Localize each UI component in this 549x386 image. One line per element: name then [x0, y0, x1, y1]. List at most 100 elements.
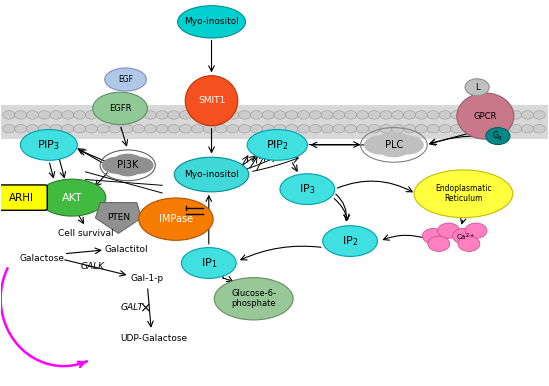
Text: AKT: AKT — [61, 193, 82, 203]
Ellipse shape — [457, 93, 514, 139]
Text: GALK: GALK — [81, 262, 105, 271]
Circle shape — [451, 125, 463, 133]
Circle shape — [474, 111, 486, 119]
Text: SMIT1: SMIT1 — [198, 96, 225, 105]
Circle shape — [74, 125, 86, 133]
Circle shape — [522, 111, 534, 119]
Circle shape — [392, 111, 404, 119]
Text: Galactose: Galactose — [19, 254, 64, 263]
Circle shape — [427, 111, 439, 119]
Circle shape — [26, 111, 38, 119]
Ellipse shape — [102, 157, 132, 174]
Circle shape — [427, 125, 439, 133]
Circle shape — [356, 125, 368, 133]
Text: G$_q$: G$_q$ — [492, 130, 503, 143]
Ellipse shape — [214, 278, 293, 320]
Ellipse shape — [20, 130, 77, 160]
Text: EGF: EGF — [118, 75, 133, 84]
Ellipse shape — [280, 174, 335, 205]
Ellipse shape — [388, 136, 412, 150]
Text: IP$_1$: IP$_1$ — [200, 256, 217, 270]
Circle shape — [50, 111, 62, 119]
Ellipse shape — [486, 128, 510, 144]
Circle shape — [368, 125, 380, 133]
Circle shape — [132, 125, 144, 133]
Circle shape — [462, 125, 474, 133]
Circle shape — [321, 125, 333, 133]
Circle shape — [439, 125, 451, 133]
Circle shape — [392, 125, 404, 133]
Circle shape — [62, 111, 74, 119]
Ellipse shape — [105, 68, 147, 91]
Circle shape — [3, 125, 15, 133]
Text: GALT: GALT — [121, 303, 144, 312]
Circle shape — [15, 111, 27, 119]
Ellipse shape — [93, 92, 148, 125]
Text: Myo-inositol: Myo-inositol — [184, 170, 239, 179]
Circle shape — [180, 125, 192, 133]
Ellipse shape — [174, 157, 249, 192]
Ellipse shape — [414, 170, 513, 218]
Text: PIP$_3$: PIP$_3$ — [37, 138, 60, 152]
Ellipse shape — [378, 139, 410, 157]
Circle shape — [285, 125, 298, 133]
Circle shape — [121, 125, 133, 133]
Circle shape — [203, 125, 215, 133]
Circle shape — [309, 111, 321, 119]
Circle shape — [86, 111, 97, 119]
Ellipse shape — [123, 157, 154, 174]
Circle shape — [404, 125, 416, 133]
Circle shape — [274, 111, 286, 119]
Circle shape — [132, 111, 144, 119]
Circle shape — [38, 111, 51, 119]
Circle shape — [422, 229, 444, 244]
Circle shape — [180, 111, 192, 119]
Ellipse shape — [122, 157, 144, 170]
Circle shape — [298, 111, 310, 119]
Ellipse shape — [323, 226, 378, 256]
Circle shape — [285, 111, 298, 119]
Circle shape — [533, 111, 545, 119]
Text: IMPase: IMPase — [159, 214, 193, 224]
Circle shape — [486, 111, 498, 119]
Circle shape — [309, 125, 321, 133]
Circle shape — [97, 111, 109, 119]
Ellipse shape — [465, 79, 489, 96]
Text: L: L — [475, 83, 479, 92]
Ellipse shape — [114, 161, 142, 176]
Circle shape — [274, 125, 286, 133]
Circle shape — [298, 125, 310, 133]
Text: Galactitol: Galactitol — [105, 245, 148, 254]
Circle shape — [144, 111, 156, 119]
Circle shape — [38, 125, 51, 133]
Circle shape — [97, 125, 109, 133]
Text: IP$_2$: IP$_2$ — [342, 234, 358, 248]
Text: Gal-1-p: Gal-1-p — [131, 274, 164, 283]
Ellipse shape — [377, 132, 411, 151]
Circle shape — [345, 125, 357, 133]
Circle shape — [321, 111, 333, 119]
Circle shape — [416, 125, 428, 133]
Circle shape — [416, 111, 428, 119]
Circle shape — [509, 111, 522, 119]
Text: GPCR: GPCR — [474, 112, 497, 120]
Circle shape — [227, 111, 239, 119]
Circle shape — [465, 223, 487, 239]
Circle shape — [86, 125, 97, 133]
Circle shape — [109, 125, 121, 133]
Circle shape — [262, 125, 274, 133]
Bar — [1, 105, 548, 139]
Circle shape — [3, 111, 15, 119]
Circle shape — [144, 125, 156, 133]
Circle shape — [203, 111, 215, 119]
Circle shape — [474, 125, 486, 133]
Circle shape — [109, 111, 121, 119]
Circle shape — [215, 111, 227, 119]
Text: PTEN: PTEN — [107, 213, 130, 222]
Circle shape — [156, 125, 168, 133]
Circle shape — [192, 111, 204, 119]
Circle shape — [462, 111, 474, 119]
Circle shape — [333, 111, 345, 119]
Circle shape — [486, 125, 498, 133]
Circle shape — [50, 125, 62, 133]
